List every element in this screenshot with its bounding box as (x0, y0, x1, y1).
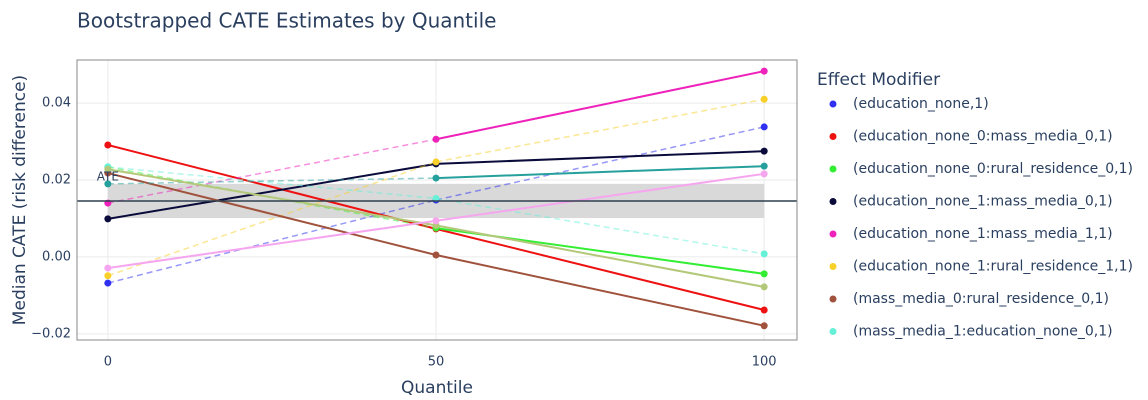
legend-label: (education_none_0:rural_residence_0,1) (853, 161, 1133, 177)
data-point (432, 251, 440, 259)
data-point (104, 215, 112, 223)
data-point (104, 141, 112, 149)
data-point (760, 306, 768, 314)
data-point (104, 180, 112, 188)
series-line (107, 162, 437, 220)
data-point (760, 162, 768, 170)
legend-marker (829, 133, 837, 140)
legend-marker (829, 328, 837, 335)
y-tick-label: 0.02 (42, 173, 71, 188)
y-tick-label: 0.00 (42, 249, 71, 264)
ate-label: ATE (97, 169, 119, 183)
data-point (760, 67, 768, 75)
series-line (107, 166, 437, 200)
series-line (435, 254, 765, 327)
legend-marker (829, 230, 837, 238)
series-line (435, 150, 765, 165)
x-tick-label: 50 (428, 355, 445, 370)
series-line (107, 138, 437, 204)
data-point (104, 279, 112, 287)
chart-title: Bootstrapped CATE Estimates by Quantile (77, 9, 496, 33)
data-point (760, 322, 768, 330)
plot-border (76, 59, 798, 341)
data-point (760, 250, 768, 258)
series-line (107, 177, 437, 185)
series-line (107, 166, 437, 229)
legend-label: (education_none_1:mass_media_1,1) (853, 226, 1113, 242)
y-tick-label: −0.02 (31, 326, 71, 341)
legend-marker (829, 295, 837, 303)
data-point (760, 283, 768, 291)
plot-area (77, 67, 797, 330)
series-line (435, 197, 765, 255)
data-point (760, 170, 768, 178)
series-line (435, 224, 765, 288)
x-tick-label: 100 (752, 355, 777, 370)
legend-marker (829, 198, 837, 205)
x-tick-label: 0 (104, 355, 112, 370)
legend-marker (829, 165, 837, 173)
series-line (435, 227, 765, 311)
data-point (760, 123, 768, 131)
legend-label: (education_none_1:rural_residence_1,1) (853, 259, 1133, 275)
y-axis-label: Median CATE (risk difference) (10, 75, 30, 325)
series-line (435, 126, 765, 201)
data-point (432, 135, 440, 143)
data-point (104, 264, 112, 272)
series-line (435, 172, 765, 222)
series-line (435, 165, 765, 180)
data-point (432, 158, 440, 166)
series-line (435, 98, 765, 163)
y-tick-label: 0.04 (42, 96, 71, 111)
series-line (107, 219, 437, 270)
data-point (760, 270, 768, 278)
legend: (education_none,1) (education_none_0:mass… (829, 96, 1133, 340)
legend-label: (education_none_0:mass_media_0,1) (853, 129, 1113, 145)
legend-marker (829, 100, 837, 108)
series-line (107, 172, 437, 256)
data-point (760, 95, 768, 103)
series-line (107, 161, 437, 277)
legend-label: (mass_media_1:education_none_0,1) (853, 324, 1113, 340)
x-axis-label: Quantile (401, 378, 473, 398)
data-point (104, 272, 112, 280)
legend-label: (education_none_1:mass_media_0,1) (853, 194, 1113, 210)
series-line (107, 168, 437, 227)
series-line (435, 70, 765, 141)
series-line (107, 144, 437, 230)
data-point (104, 165, 112, 173)
legend-label: (education_none,1) (853, 96, 989, 112)
legend-marker (829, 263, 837, 270)
legend-label: (mass_media_0:rural_residence_0,1) (853, 291, 1109, 307)
data-point (432, 217, 440, 225)
data-point (760, 147, 768, 155)
data-point (432, 174, 440, 182)
legend-title: Effect Modifier (817, 70, 940, 90)
